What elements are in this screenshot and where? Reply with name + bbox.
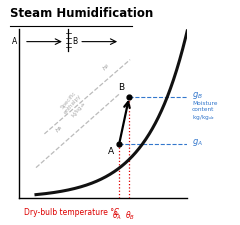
Text: Dry-bulb temperature °C: Dry-bulb temperature °C — [24, 208, 120, 217]
Text: $\theta_B$: $\theta_B$ — [126, 210, 135, 222]
Text: $g_A$: $g_A$ — [192, 137, 203, 148]
Text: $g_B$: $g_B$ — [192, 90, 203, 101]
Text: A: A — [12, 37, 17, 46]
Text: $h_B$: $h_B$ — [100, 60, 113, 73]
Text: A: A — [108, 147, 114, 156]
Text: Moisture
content
kg/kg$_{da}$: Moisture content kg/kg$_{da}$ — [192, 101, 217, 122]
Text: B: B — [72, 37, 77, 46]
Text: Steam Humidification: Steam Humidification — [10, 7, 153, 20]
Text: $h_A$: $h_A$ — [53, 123, 66, 135]
Text: Specific
enthalpy
kJ/kg$_{da}$: Specific enthalpy kJ/kg$_{da}$ — [59, 89, 90, 121]
Text: B: B — [118, 83, 124, 92]
Text: $\theta_A$: $\theta_A$ — [112, 210, 122, 222]
